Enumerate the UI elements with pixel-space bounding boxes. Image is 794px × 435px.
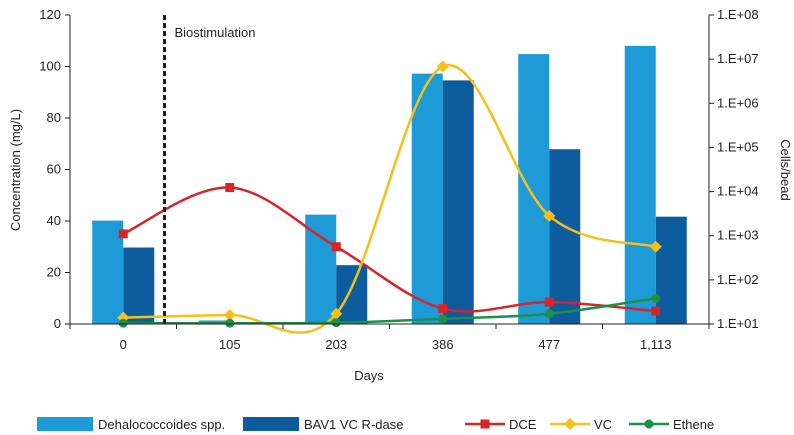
legend-swatch [243, 417, 299, 431]
point-dce [544, 297, 554, 307]
point-dce [225, 183, 235, 193]
bar-layer [92, 45, 687, 325]
axes: 0 20 40 60 80 100 120 1.E+01 1.E+02 1.E+03 1.E+04 1… [39, 7, 758, 352]
point-vc [436, 60, 449, 73]
x-axis-title: Days [354, 368, 384, 383]
x-tick-label: 105 [219, 337, 241, 352]
x-tick-label: 386 [432, 337, 454, 352]
legend-marker [564, 418, 576, 430]
point-ethene [651, 293, 661, 303]
point-ethene [225, 318, 235, 328]
y-tick-label: 120 [39, 7, 61, 22]
bar [336, 265, 368, 324]
bar [518, 54, 550, 325]
y-tick-label: 0 [54, 316, 61, 331]
x-tick-label: 1,113 [640, 337, 672, 352]
point-dce [438, 304, 448, 314]
legend-swatch [37, 417, 93, 431]
bar [92, 220, 124, 324]
legend-label: DCE [509, 417, 537, 432]
y-tick-label: 100 [39, 59, 61, 74]
biostimulation-label: Biostimulation [175, 25, 256, 40]
x-tick-label: 0 [120, 337, 127, 352]
point-vc [543, 209, 556, 222]
legend-label: BAV1 VC R-dase [304, 417, 403, 432]
legend: Dehalococcoides spp. BAV1 VC R-dase DCE VC E… [37, 417, 714, 432]
y-tick-label: 60 [47, 162, 61, 177]
point-vc [330, 307, 343, 320]
bar [442, 80, 474, 324]
y2-tick-label: 1.E+06 [717, 95, 759, 110]
line-ethene [123, 297, 656, 325]
bar [624, 45, 656, 325]
point-vc [223, 308, 236, 321]
y2-tick-label: 1.E+07 [717, 51, 759, 66]
y-tick-label: 20 [47, 265, 61, 280]
point-dce [651, 306, 661, 316]
bar [305, 214, 337, 324]
legend-marker [480, 419, 490, 429]
point-ethene [331, 318, 341, 328]
bar [411, 73, 443, 324]
legend-label: VC [594, 417, 612, 432]
bar [123, 247, 155, 324]
y2-tick-label: 1.E+01 [717, 316, 759, 331]
y2-tick-label: 1.E+03 [717, 228, 759, 243]
x-tick-label: 203 [325, 337, 347, 352]
line-dce [122, 186, 656, 313]
y2-tick-label: 1.E+04 [717, 184, 759, 199]
x-tick-label: 477 [538, 337, 560, 352]
point-vc [649, 240, 662, 253]
biostimulation-annotation: Biostimulation [163, 15, 256, 324]
y2-tick-label: 1.E+08 [717, 7, 759, 22]
legend-label: Dehalococcoides spp. [98, 417, 225, 432]
y-axis-title: Concentration (mg/L) [8, 109, 23, 231]
y2-axis-title: Cells/bead [778, 139, 793, 200]
point-ethene [544, 309, 554, 319]
y2-tick-label: 1.E+05 [717, 139, 759, 154]
point-dce [331, 242, 341, 252]
point-dce [118, 229, 128, 239]
y-tick-label: 80 [47, 110, 61, 125]
y2-tick-label: 1.E+02 [717, 272, 759, 287]
point-ethene [118, 318, 128, 328]
point-ethene [438, 314, 448, 324]
bar [655, 216, 687, 324]
line-layer [117, 60, 662, 334]
bar [549, 149, 581, 324]
legend-label: Ethene [673, 417, 714, 432]
y-tick-label: 40 [47, 213, 61, 228]
legend-marker [644, 419, 654, 429]
